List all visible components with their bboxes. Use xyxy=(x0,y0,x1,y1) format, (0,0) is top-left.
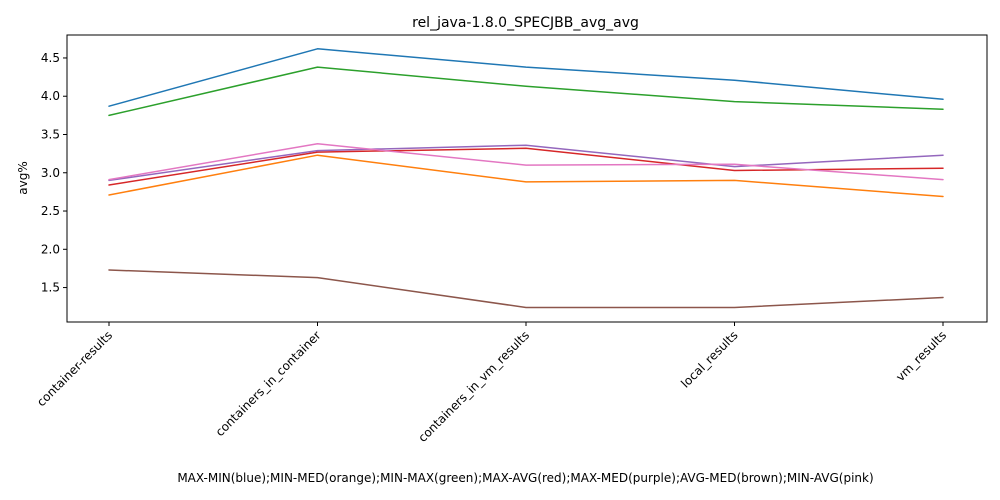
series-line-5 xyxy=(108,269,944,309)
y-axis: 1.5 2.0 2.5 3.0 3.5 4.0 4.5 xyxy=(41,51,67,295)
x-tick-label: containers_in_container xyxy=(213,328,324,439)
plot-frame xyxy=(66,34,988,323)
series-line-0 xyxy=(108,48,944,107)
x-axis: container-results containers_in_container… xyxy=(34,322,949,445)
y-tick-label: 4.0 xyxy=(41,89,60,103)
y-tick-label: 4.5 xyxy=(41,51,60,65)
y-tick-label: 1.5 xyxy=(41,281,60,295)
y-tick-label: 3.0 xyxy=(41,166,60,180)
x-tick-label: containers_in_vm_results xyxy=(415,328,532,445)
y-tick-label: 2.0 xyxy=(41,242,60,256)
x-axis-label: MAX-MIN(blue);MIN-MED(orange);MIN-MAX(gr… xyxy=(177,471,873,485)
series-line-6 xyxy=(108,142,944,181)
y-tick-label: 2.5 xyxy=(41,204,60,218)
chart-title: rel_java-1.8.0_SPECJBB_avg_avg xyxy=(412,15,639,31)
x-tick-label: local_results xyxy=(678,328,740,390)
y-tick-label: 3.5 xyxy=(41,127,60,141)
series-line-3 xyxy=(108,147,944,186)
series-line-4 xyxy=(108,144,944,182)
plot-area xyxy=(66,34,988,323)
x-tick-label: container-results xyxy=(34,328,115,409)
x-tick-label: vm_results xyxy=(893,328,949,384)
series-line-2 xyxy=(108,66,944,117)
y-axis-label: avg% xyxy=(16,161,30,194)
series-line-1 xyxy=(108,154,944,198)
